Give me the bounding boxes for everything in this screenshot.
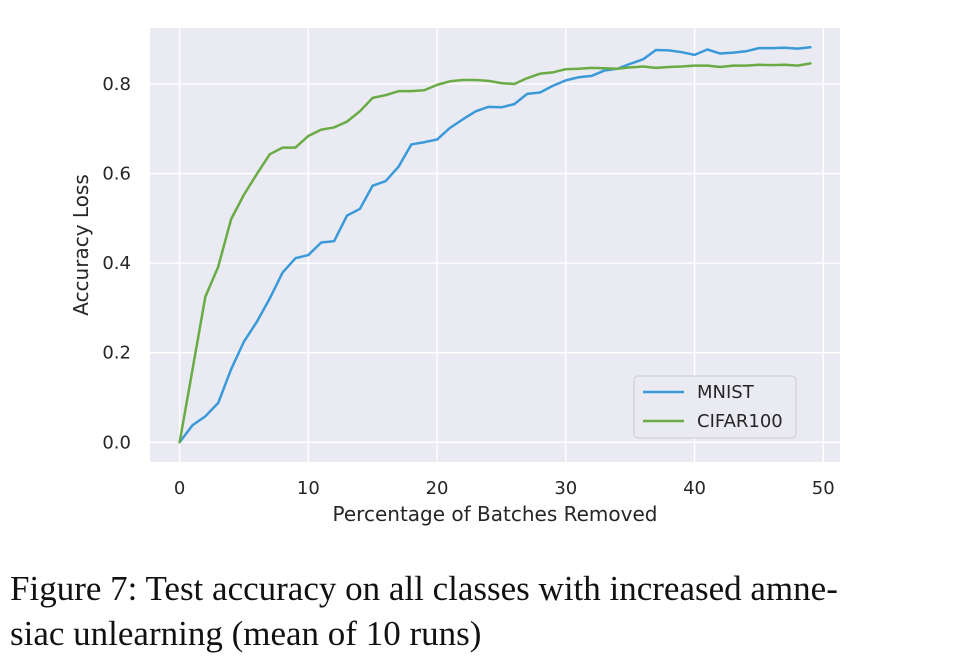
x-tick-label: 20 xyxy=(426,478,449,499)
x-tick-label: 30 xyxy=(554,478,577,499)
x-tick-label: 10 xyxy=(297,478,320,499)
grid-lines xyxy=(150,28,840,462)
x-axis-label: Percentage of Batches Removed xyxy=(333,502,658,526)
x-tick-label: 40 xyxy=(683,478,706,499)
y-tick-label: 0.4 xyxy=(102,253,131,274)
y-axis-ticks: 0.0 0.2 0.4 0.6 0.8 xyxy=(102,74,131,453)
y-tick-label: 0.8 xyxy=(102,74,131,95)
y-tick-label: 0.0 xyxy=(102,432,131,453)
y-axis-label: Accuracy Loss xyxy=(69,174,93,316)
legend-label-mnist: MNIST xyxy=(697,382,755,403)
figure-caption: Figure 7: Test accuracy on all classes w… xyxy=(10,566,954,656)
legend-label-cifar100: CIFAR100 xyxy=(697,411,783,432)
x-tick-label: 0 xyxy=(174,478,185,499)
caption-line-2: siac unlearning (mean of 10 runs) xyxy=(10,614,482,653)
x-tick-label: 50 xyxy=(812,478,835,499)
series-lines xyxy=(178,46,812,444)
x-axis-ticks: 0 10 20 30 40 50 xyxy=(174,478,835,499)
legend: MNIST CIFAR100 xyxy=(633,375,797,439)
series-line-mnist xyxy=(178,46,812,444)
series-line-cifar100 xyxy=(178,62,812,444)
line-chart: 0 10 20 30 40 50 0.0 0.2 0.4 0.6 0.8 Percentage o… xyxy=(69,28,840,526)
y-tick-label: 0.6 xyxy=(102,164,131,185)
y-tick-label: 0.2 xyxy=(102,343,131,364)
caption-line-1: Figure 7: Test accuracy on all classes w… xyxy=(10,569,838,608)
